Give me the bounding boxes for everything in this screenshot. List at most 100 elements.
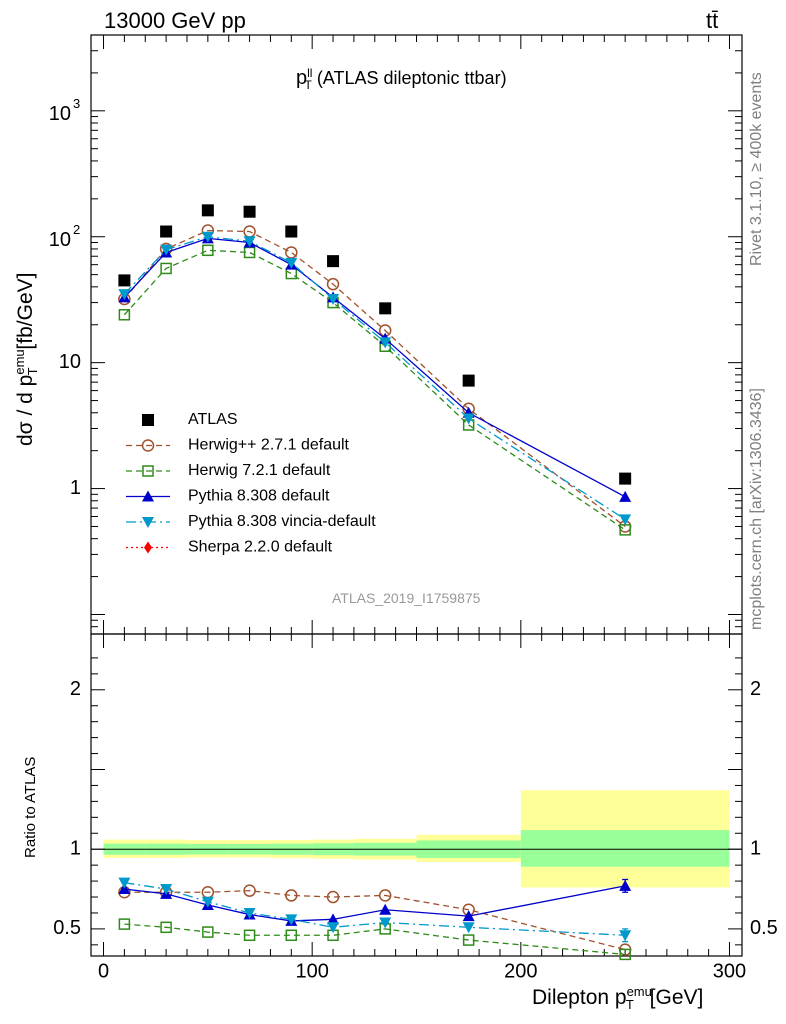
ratio-band-inner <box>520 830 730 867</box>
data-point <box>160 262 172 275</box>
data-point <box>619 490 632 502</box>
ratio-data-point <box>462 934 475 946</box>
ratio-series-line <box>124 885 626 922</box>
x-axis-label-sup: emu <box>626 984 652 999</box>
ratio-data-point <box>285 889 298 902</box>
legend-entry: Pythia 8.308 vincia-default <box>188 513 376 530</box>
data-point <box>327 294 340 306</box>
ratio-data-point <box>118 918 131 930</box>
ratio-data-point <box>619 879 632 891</box>
data-point <box>326 277 340 291</box>
data-point <box>118 309 131 321</box>
data-point <box>160 244 173 256</box>
ratio-y-tick-label-right: 0.5 <box>750 917 778 939</box>
ratio-series-line <box>124 882 626 936</box>
ratio-data-point <box>619 930 632 942</box>
data-point <box>462 413 475 425</box>
y-tick-label: 10 <box>49 103 71 125</box>
y-tick-label: 10 <box>49 229 71 251</box>
ratio-data-point <box>243 907 256 919</box>
data-point <box>619 472 632 485</box>
legend-entry: Sherpa 2.2.0 default <box>188 539 333 556</box>
x-tick-label: 100 <box>295 960 328 982</box>
legend-marker <box>142 414 154 426</box>
ratio-y-tick-label-right: 2 <box>750 678 761 700</box>
legend-marker <box>142 465 154 477</box>
ratio-data-point <box>243 929 256 942</box>
ratio-data-point <box>285 929 298 942</box>
plot-title: pllT (ATLAS dileptonic ttbar) <box>296 66 507 92</box>
analysis-watermark: ATLAS_2019_I1759875 <box>332 590 481 606</box>
x-axis-label-sub: T <box>625 997 634 1013</box>
main-y-axis-label-sub: T <box>25 367 41 376</box>
main-y-axis-label: dσ / d pemuT [fb/GeV] <box>12 67 40 446</box>
ratio-y-axis-label: Ratio to ATLAS <box>22 756 39 858</box>
ratio-y-tick-label: 2 <box>70 678 81 700</box>
data-point <box>160 225 173 238</box>
data-point <box>243 246 256 259</box>
data-point <box>619 514 632 526</box>
ratio-data-point <box>160 884 173 896</box>
x-tick-label: 300 <box>713 960 746 982</box>
ratio-y-tick-label: 1 <box>70 837 81 859</box>
plot-title-rest: (ATLAS dileptonic ttbar) <box>311 68 507 88</box>
legend-entry: ATLAS <box>188 411 238 428</box>
ratio-y-tick-label: 0.5 <box>53 917 81 939</box>
ratio-data-point <box>285 914 298 926</box>
header-final-state: tt̄ <box>706 8 719 33</box>
legend-marker <box>144 541 152 554</box>
y-tick-label: 10 <box>59 351 81 373</box>
legend-entry: Herwig++ 2.7.1 default <box>188 437 350 454</box>
x-axis-label-rest: [GeV] <box>643 986 704 1009</box>
plot-title-sub: T <box>304 77 312 92</box>
ratio-data-point <box>327 922 340 934</box>
main-y-axis-label-rest: [fb/GeV] <box>14 272 37 356</box>
ratio-data-point <box>160 921 172 934</box>
plot-title-sup: ll <box>307 66 313 80</box>
series-line <box>123 236 626 520</box>
data-point <box>285 257 298 269</box>
legend-marker <box>141 439 155 452</box>
data-point <box>201 231 214 243</box>
ratio-data-point <box>243 884 256 897</box>
plot-title-main: p <box>296 67 308 89</box>
ratio-data-point <box>378 889 392 902</box>
y-tick-label-exponent: 2 <box>73 222 80 237</box>
y-tick-label-exponent: 3 <box>73 96 80 111</box>
series-line <box>123 249 626 531</box>
ratio-data-point <box>462 922 475 934</box>
legend-marker <box>142 490 154 502</box>
x-axis-label: Dilepton pemuT [GeV] <box>532 984 703 1012</box>
ratio-data-point <box>379 903 392 915</box>
series-line <box>123 229 626 527</box>
ratio-data-point <box>327 913 340 925</box>
rivet-version-text: Rivet 3.1.10, ≥ 400k events <box>748 72 765 266</box>
legend-marker <box>142 517 154 528</box>
ratio-data-point <box>201 896 214 908</box>
data-point <box>285 267 298 280</box>
y-tick-label: 1 <box>70 477 81 499</box>
ratio-data-point <box>619 948 631 961</box>
main-y-axis-label-main: dσ / d p <box>14 374 37 446</box>
ratio-y-tick-label-right: 1 <box>750 837 761 859</box>
ratio-data-point <box>462 910 475 922</box>
data-point <box>285 225 298 238</box>
data-point <box>118 274 131 287</box>
data-point <box>243 236 256 248</box>
data-point <box>462 374 475 387</box>
data-point <box>202 244 214 257</box>
ratio-series-line <box>124 889 626 951</box>
ratio-data-point <box>326 890 340 904</box>
header-process: 13000 GeV pp <box>104 8 246 33</box>
mcplots-credit-text: mcplots.cern.ch [arXiv:1306.3436] <box>748 388 765 630</box>
data-point <box>201 204 214 217</box>
ratio-data-point <box>379 917 392 929</box>
data-point <box>379 337 392 349</box>
series-line <box>123 237 626 498</box>
data-point <box>285 246 298 259</box>
data-point <box>243 205 256 218</box>
legend-entry: Pythia 8.308 default <box>188 488 330 505</box>
data-point <box>327 255 340 268</box>
x-tick-label: 0 <box>98 960 109 982</box>
